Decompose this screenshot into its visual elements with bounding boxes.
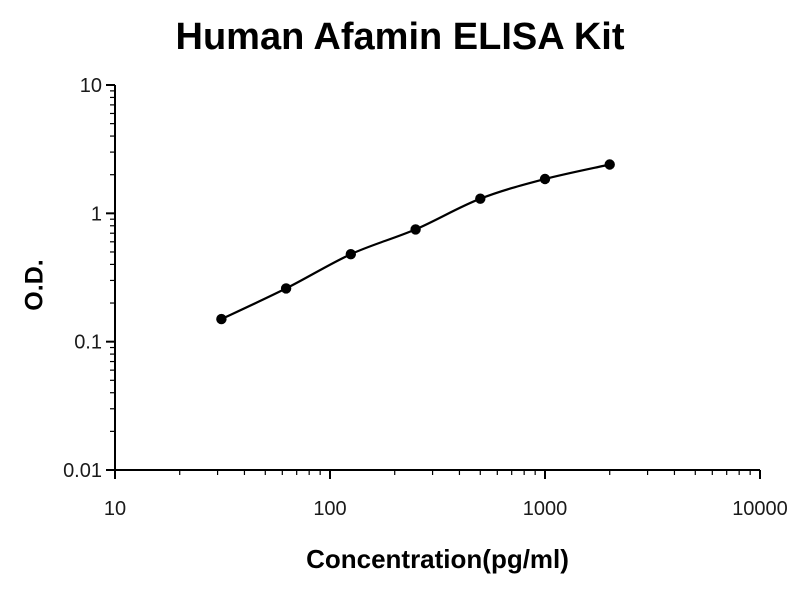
standard-curve-line <box>220 163 610 321</box>
chart-title: Human Afamin ELISA Kit <box>175 16 625 58</box>
y-tick-label: 0.1 <box>74 332 102 354</box>
data-point-marker <box>475 193 486 204</box>
data-point-marker <box>539 173 551 185</box>
x-axis-label: Concentration(pg/ml) <box>306 544 569 574</box>
data-point-marker <box>216 313 227 325</box>
y-tick-label: 0.01 <box>63 460 102 482</box>
data-point-marker <box>604 159 615 170</box>
x-tick-label: 1000 <box>523 498 568 520</box>
y-tick-label: 1 <box>91 203 102 225</box>
x-tick-label: 10000 <box>732 498 788 520</box>
data-point-marker <box>410 224 421 235</box>
y-axis-label: O.D. <box>20 259 49 311</box>
data-point-marker <box>280 283 292 294</box>
x-tick-label: 100 <box>313 498 346 520</box>
y-tick-label: 10 <box>80 75 102 97</box>
data-point-marker <box>345 249 356 260</box>
x-tick-label: 10 <box>104 498 126 520</box>
